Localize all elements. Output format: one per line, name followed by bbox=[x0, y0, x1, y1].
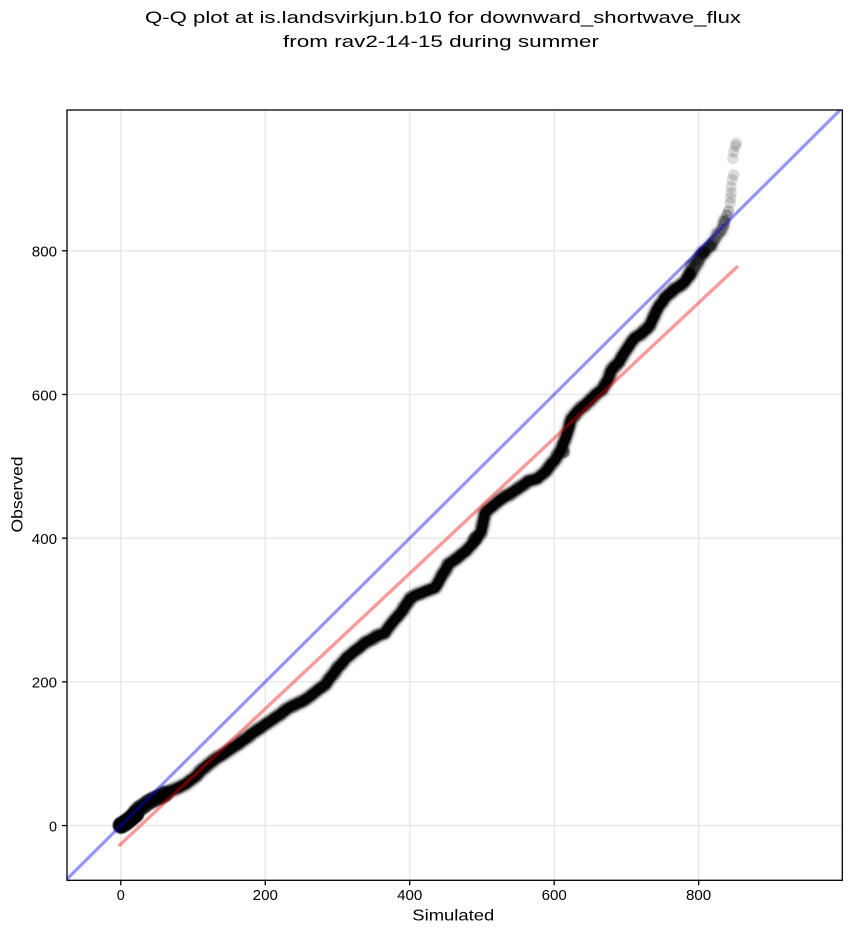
svg-text:800: 800 bbox=[686, 888, 711, 904]
svg-text:200: 200 bbox=[253, 888, 278, 904]
svg-text:from rav2-14-15 during summer: from rav2-14-15 during summer bbox=[283, 32, 599, 51]
svg-text:Q-Q plot at is.landsvirkjun.b1: Q-Q plot at is.landsvirkjun.b10 for down… bbox=[145, 8, 742, 27]
svg-text:Simulated: Simulated bbox=[412, 908, 494, 925]
svg-text:Observed: Observed bbox=[10, 457, 27, 533]
svg-text:0: 0 bbox=[117, 888, 125, 904]
svg-text:800: 800 bbox=[32, 245, 57, 261]
svg-text:0: 0 bbox=[49, 819, 57, 835]
svg-text:600: 600 bbox=[32, 388, 57, 404]
svg-text:600: 600 bbox=[542, 888, 567, 904]
svg-text:200: 200 bbox=[32, 676, 57, 692]
svg-text:400: 400 bbox=[397, 888, 422, 904]
svg-text:400: 400 bbox=[32, 532, 57, 548]
